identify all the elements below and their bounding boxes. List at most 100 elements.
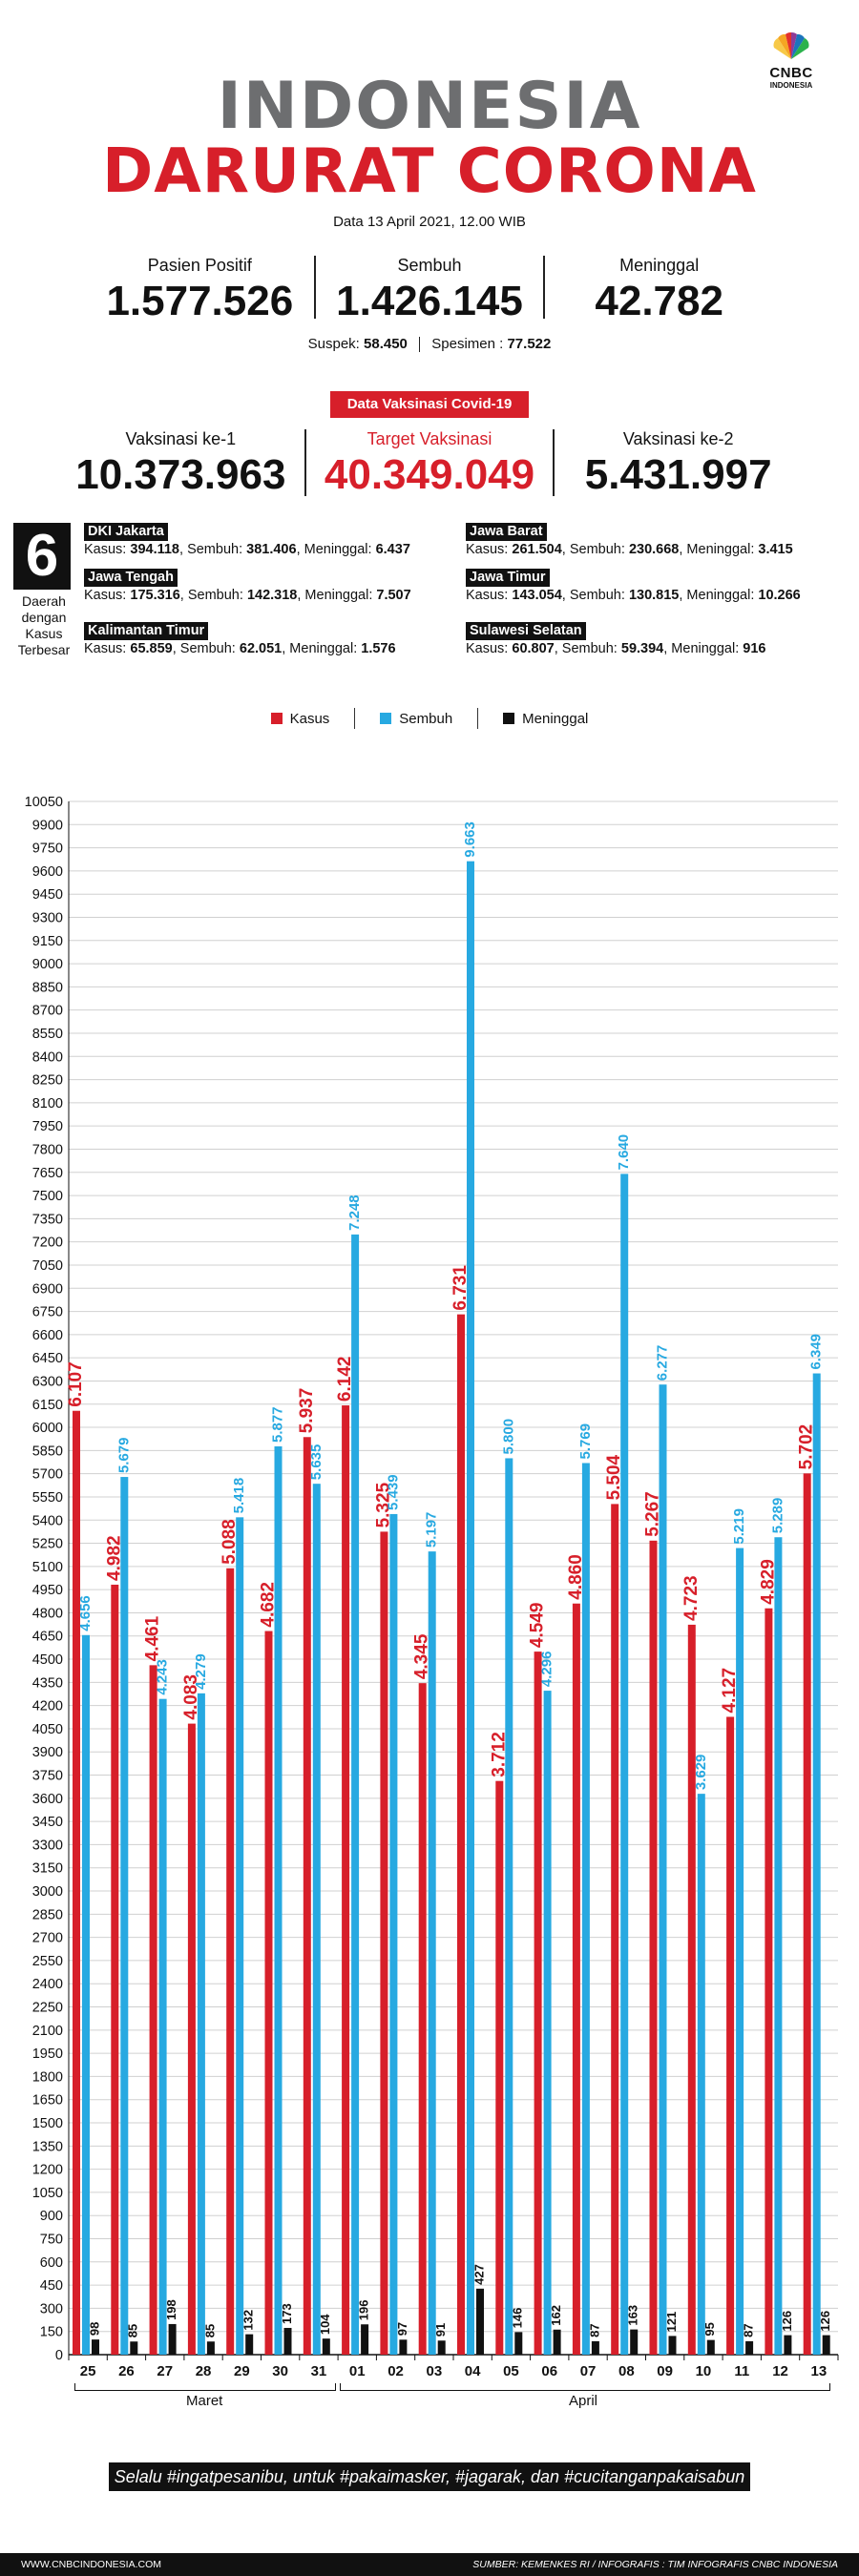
stat-label: Sembuh: [397, 256, 462, 275]
sembuh-bar: [812, 1373, 821, 2355]
x-tick-label: 25: [80, 2363, 96, 2379]
kasus-value: 175.316: [130, 588, 180, 603]
caption-line: Kasus: [25, 626, 63, 641]
y-tick-label: 4350: [32, 1675, 63, 1691]
y-tick-label: 750: [40, 2233, 63, 2248]
y-tick-label: 300: [40, 2301, 63, 2316]
legend-label: Kasus: [289, 710, 330, 727]
y-tick-label: 8550: [32, 1027, 63, 1042]
peacock-icon: [773, 31, 809, 59]
stat-value: 40.349.049: [324, 451, 535, 498]
kasus-bar: [342, 1405, 350, 2355]
x-tick-label: 04: [465, 2363, 481, 2379]
data-label: 198: [164, 2299, 178, 2320]
data-label: 98: [87, 2322, 101, 2336]
region-name: DKI Jakarta: [84, 523, 168, 541]
data-label: 5.679: [115, 1438, 132, 1474]
x-tick-label: 07: [580, 2363, 597, 2379]
data-label: 7.248: [346, 1195, 363, 1231]
data-label: 5.937: [297, 1388, 317, 1434]
data-label: 427: [471, 2264, 486, 2285]
y-tick-label: 2850: [32, 1907, 63, 1922]
data-label: 162: [549, 2305, 563, 2326]
region-name: Jawa Tengah: [84, 569, 178, 587]
sembuh-bar: [581, 1463, 590, 2355]
meninggal-label: Meninggal:: [289, 641, 358, 656]
data-label: 4.682: [259, 1582, 279, 1628]
meninggal-bar: [745, 2340, 754, 2355]
y-tick-label: 4650: [32, 1630, 63, 1645]
y-tick-label: 1050: [32, 2186, 63, 2201]
kasus-bar: [457, 1314, 465, 2355]
legend-label: Meninggal: [522, 710, 589, 727]
stat-meninggal: Meninggal 42.782: [543, 256, 773, 324]
y-tick-label: 5250: [32, 1537, 63, 1552]
kasus-label: Kasus:: [466, 641, 509, 656]
kasus-bar: [380, 1531, 388, 2355]
y-tick-label: 4800: [32, 1606, 63, 1621]
meninggal-bar: [784, 2335, 792, 2355]
kasus-label: Kasus:: [84, 641, 127, 656]
month-brace-april: [340, 2383, 830, 2391]
sembuh-bar: [389, 1513, 398, 2355]
kasus-bar: [226, 1568, 235, 2355]
x-tick-label: 05: [503, 2363, 519, 2379]
data-date: Data 13 April 2021, 12.00 WIB: [333, 214, 526, 230]
sembuh-bar: [467, 861, 474, 2355]
y-tick-label: 1650: [32, 2093, 63, 2109]
meninggal-label: Meninggal:: [671, 641, 740, 656]
stat-label: Pasien Positif: [147, 256, 252, 275]
data-label: 5.702: [797, 1424, 817, 1470]
meninggal-label: Meninggal:: [304, 588, 373, 603]
meninggal-label: Meninggal:: [304, 542, 372, 557]
data-label: 87: [587, 2323, 601, 2337]
kasus-bar: [111, 1584, 119, 2355]
y-tick-label: 150: [40, 2325, 63, 2340]
data-label: 4.982: [104, 1535, 124, 1581]
y-tick-label: 5850: [32, 1444, 63, 1459]
kasus-bar: [495, 1780, 504, 2355]
y-tick-label: 2250: [32, 2001, 63, 2016]
x-tick-label: 11: [734, 2363, 749, 2379]
sembuh-value: 130.815: [628, 588, 680, 603]
data-label: 4.656: [77, 1595, 94, 1631]
caption-line: Terbesar: [17, 642, 71, 657]
y-tick-label: 9750: [32, 841, 63, 857]
sembuh-bar: [736, 1548, 744, 2355]
kasus-bar: [73, 1410, 80, 2355]
region-name: Jawa Timur: [466, 569, 550, 587]
y-tick-label: 9000: [32, 957, 63, 972]
data-label: 5.877: [269, 1406, 285, 1443]
y-tick-label: 1950: [32, 2046, 63, 2062]
data-label: 104: [318, 2314, 332, 2335]
sembuh-value: 59.394: [620, 641, 664, 656]
data-label: 5.289: [769, 1498, 786, 1534]
spesimen-value: 77.522: [507, 336, 552, 352]
data-label: 4.345: [412, 1633, 432, 1679]
stat-value: 10.373.963: [75, 451, 286, 498]
region-count: 6: [13, 523, 71, 590]
sembuh-bar: [312, 1484, 321, 2355]
data-label: 5.504: [604, 1454, 624, 1500]
meninggal-bar: [514, 2332, 523, 2355]
data-label: 5.267: [643, 1491, 663, 1537]
data-label: 4.860: [566, 1554, 586, 1600]
data-label: 6.142: [335, 1357, 355, 1402]
y-tick-label: 5100: [32, 1560, 63, 1575]
x-tick-label: 10: [696, 2363, 712, 2379]
y-tick-label: 7050: [32, 1258, 63, 1274]
slogan-banner: Selalu #ingatpesanibu, untuk #pakaimaske…: [109, 2462, 750, 2491]
suspek-value: 58.450: [364, 336, 408, 352]
sembuh-bar: [236, 1517, 244, 2355]
y-tick-label: 7800: [32, 1142, 63, 1157]
meninggal-value: 916: [743, 641, 766, 656]
y-tick-label: 2100: [32, 2024, 63, 2039]
y-tick-label: 8400: [32, 1049, 63, 1065]
y-tick-label: 450: [40, 2278, 63, 2294]
stat-positif: Pasien Positif 1.577.526: [86, 256, 314, 324]
legend-swatch: [380, 713, 392, 724]
y-tick-label: 10050: [25, 795, 63, 810]
data-label: 146: [511, 2308, 525, 2329]
y-tick-label: 9450: [32, 887, 63, 903]
caption-line: dengan: [21, 610, 67, 625]
